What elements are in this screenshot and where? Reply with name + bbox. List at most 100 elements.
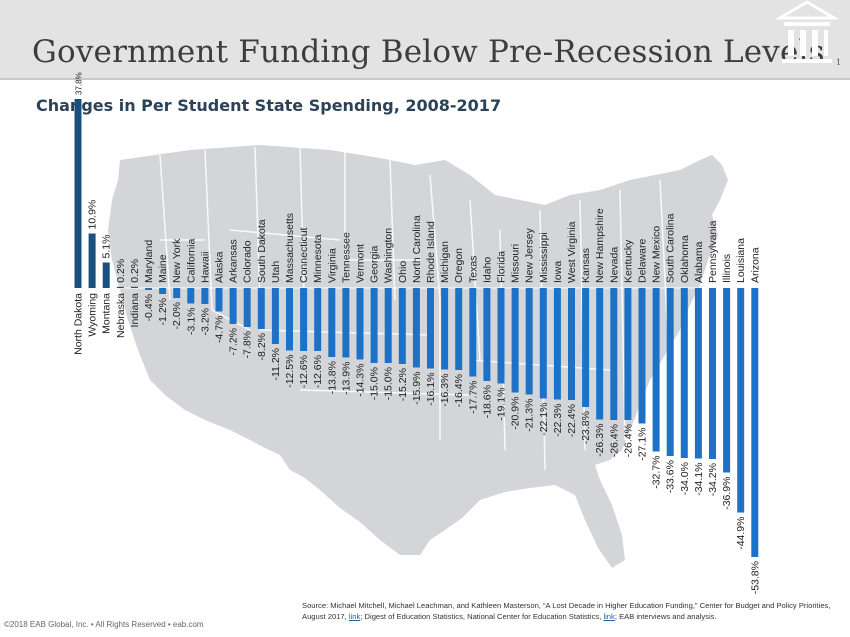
- category-labels-group: North Dakota Wyoming Montana Nebraska Indian…: [73, 208, 762, 355]
- bar-vermont: [356, 288, 364, 360]
- value-label: -12.5%: [284, 355, 296, 388]
- category-label: Maine: [157, 254, 169, 283]
- category-label: Nebraska: [115, 293, 127, 338]
- bar-south-carolina: [666, 288, 674, 456]
- value-label: -8.2%: [256, 333, 268, 360]
- category-label: New Mexico: [651, 226, 663, 283]
- institution-logo-icon: [776, 0, 838, 63]
- category-label: West Virginia: [566, 221, 578, 283]
- bar-massachusetts: [286, 288, 293, 351]
- value-label: -0.4%: [143, 294, 155, 321]
- bars-group: [74, 99, 759, 557]
- value-label: -22.3%: [552, 404, 564, 437]
- value-label: -20.9%: [510, 397, 522, 430]
- source-link-1[interactable]: link: [348, 612, 361, 621]
- category-label: Indiana: [129, 293, 141, 328]
- bar-illinois: [723, 288, 731, 473]
- value-label: -21.3%: [524, 399, 536, 432]
- source-link-2[interactable]: link: [603, 612, 615, 621]
- category-label: Alabama: [693, 241, 705, 283]
- source-text-1: Source: Michael Mitchell, Michael Leachm…: [302, 601, 831, 621]
- category-label: Minnesota: [312, 234, 324, 283]
- value-label: -22.1%: [538, 403, 550, 436]
- value-label: -26.4%: [608, 424, 620, 457]
- category-label: Ohio: [397, 261, 409, 283]
- category-label: Michigan: [439, 241, 451, 283]
- value-label: -15.9%: [411, 372, 423, 405]
- bar-rhode-island: [427, 288, 434, 369]
- value-label: -14.3%: [355, 364, 367, 397]
- page-number: 1: [836, 58, 842, 67]
- bar-north-dakota: [74, 99, 82, 288]
- category-label: California: [185, 238, 197, 283]
- bar-west-virginia: [568, 288, 575, 400]
- category-label: Oklahoma: [679, 235, 691, 283]
- category-label: New York: [171, 238, 183, 283]
- value-label: -15.0%: [383, 367, 395, 400]
- value-label: 37.8%: [75, 72, 84, 95]
- category-label: Rhode Island: [425, 221, 437, 283]
- category-label: Hawaii: [199, 251, 211, 283]
- bar-missouri: [511, 288, 519, 393]
- category-label: Mississippi: [538, 232, 550, 283]
- category-label: Maryland: [143, 240, 155, 283]
- value-label: -26.4%: [622, 424, 634, 457]
- chart-title: Changes in Per Student State Spending, 2…: [36, 96, 502, 115]
- category-label: Illinois: [721, 254, 733, 283]
- value-label: -33.6%: [665, 460, 677, 493]
- bar-nevada: [610, 288, 618, 420]
- category-label: Wyoming: [87, 293, 99, 337]
- value-label: -3.1%: [185, 308, 197, 335]
- bar-kansas: [582, 288, 590, 407]
- bar-louisiana: [737, 288, 745, 513]
- category-label: Montana: [101, 293, 113, 334]
- value-label: -32.7%: [651, 456, 663, 489]
- bar-new-mexico: [652, 288, 660, 452]
- value-label: -53.8%: [749, 561, 761, 594]
- category-label: Delaware: [637, 238, 649, 283]
- value-label: -19.1%: [496, 388, 508, 421]
- header-divider: [0, 78, 850, 80]
- value-label: -1.2%: [157, 298, 169, 325]
- category-label: Nevada: [608, 247, 620, 283]
- bar-new-hampshire: [596, 288, 604, 420]
- source-note: Source: Michael Mitchell, Michael Leachm…: [302, 600, 844, 622]
- bar-ohio: [398, 288, 406, 364]
- bar-michigan: [441, 288, 449, 370]
- category-label: New Hampshire: [594, 208, 606, 283]
- page-title: Government Funding Below Pre-Recession L…: [32, 34, 825, 70]
- category-label: South Dakota: [256, 219, 268, 283]
- value-label: -3.2%: [199, 308, 211, 335]
- category-label: Colorado: [242, 240, 254, 283]
- category-label: Alaska: [214, 251, 226, 283]
- bar-washington: [384, 288, 392, 363]
- value-label: -27.1%: [637, 428, 649, 461]
- category-label: Missouri: [510, 244, 522, 283]
- value-label: -34.1%: [693, 463, 705, 496]
- bar-arkansas: [229, 288, 237, 324]
- value-label: -15.0%: [369, 367, 381, 400]
- value-label: 0.2%: [129, 259, 141, 283]
- value-label: -13.9%: [340, 362, 352, 395]
- bar-california: [187, 288, 195, 304]
- value-labels-group: 37.8%10.9%5.1%0.2% 0.2%-0.4% -1.2% -2.0% -3.…: [75, 72, 762, 594]
- value-label: 10.9%: [87, 200, 99, 230]
- category-label: North Dakota: [73, 293, 85, 355]
- category-label: Georgia: [369, 245, 381, 283]
- bar-mississippi: [539, 288, 547, 399]
- value-label: -44.9%: [735, 517, 747, 550]
- bar-georgia: [370, 288, 378, 363]
- bar-new-york: [173, 288, 181, 298]
- bar-wyoming: [88, 233, 96, 288]
- category-label: Arkansas: [228, 239, 240, 283]
- value-label: -7.2%: [228, 328, 240, 355]
- category-label: Tennessee: [340, 232, 352, 283]
- bar-idaho: [483, 288, 491, 381]
- source-text-2: ; Digest of Education Statistics, Nation…: [360, 612, 602, 621]
- value-label: -34.0%: [679, 462, 691, 495]
- bar-alabama: [694, 288, 702, 459]
- category-label: Vermont: [355, 244, 367, 283]
- value-label: -11.2%: [270, 348, 282, 381]
- value-label: -22.4%: [566, 404, 578, 437]
- value-label: -15.2%: [397, 368, 409, 401]
